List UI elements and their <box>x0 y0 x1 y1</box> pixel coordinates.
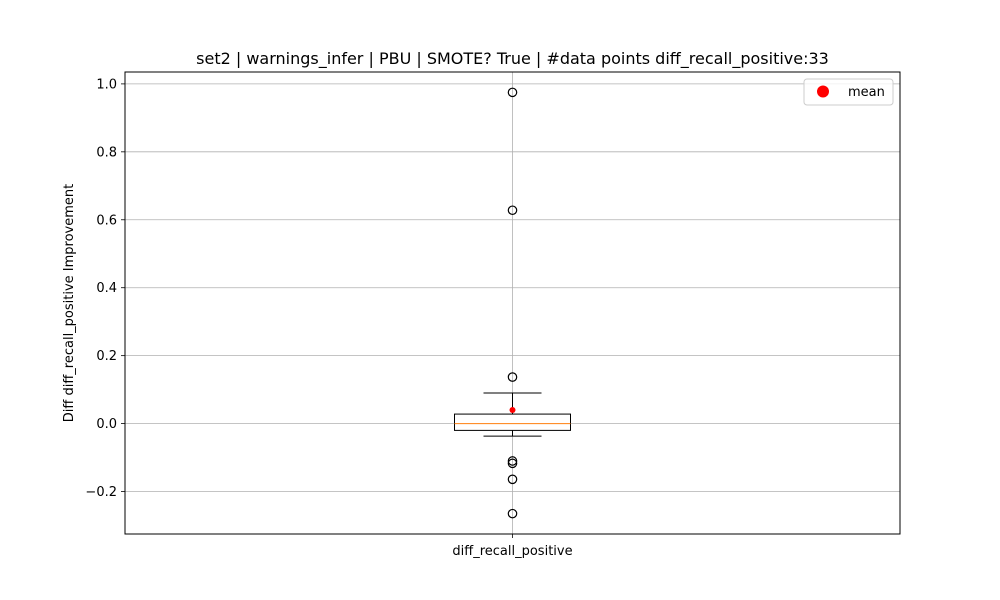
y-tick-label: 0.0 <box>96 417 117 432</box>
x-axis-ticks: diff_recall_positive <box>452 534 573 559</box>
chart-title: set2 | warnings_infer | PBU | SMOTE? Tru… <box>196 49 829 69</box>
y-tick-label: 0.8 <box>96 145 117 160</box>
mean-point <box>509 407 516 414</box>
outlier-point <box>507 474 518 485</box>
box-group <box>454 87 571 519</box>
y-tick-label: 0.2 <box>96 349 117 364</box>
x-tick-label: diff_recall_positive <box>452 544 572 559</box>
y-axis-ticks: −0.2 0.0 0.2 0.4 0.6 0.8 1.0 <box>85 77 125 500</box>
y-tick-label: −0.2 <box>85 485 117 500</box>
outlier-point <box>507 372 518 382</box>
legend-mean-label: mean <box>848 85 885 100</box>
y-tick-label: 0.6 <box>96 213 117 228</box>
legend-mean-marker <box>817 85 829 98</box>
legend: mean <box>803 78 894 106</box>
y-tick-label: 0.4 <box>96 281 117 296</box>
outlier-point <box>507 508 518 519</box>
iqr-box <box>454 413 571 431</box>
y-axis-label: Diff diff_recall_positive Improvement <box>62 184 77 423</box>
outlier-point <box>507 205 518 216</box>
outlier-point <box>507 87 518 98</box>
y-tick-label: 1.0 <box>96 77 117 92</box>
outlier-point <box>507 456 518 466</box>
outlier-point <box>507 458 518 469</box>
legend-frame <box>803 78 894 106</box>
